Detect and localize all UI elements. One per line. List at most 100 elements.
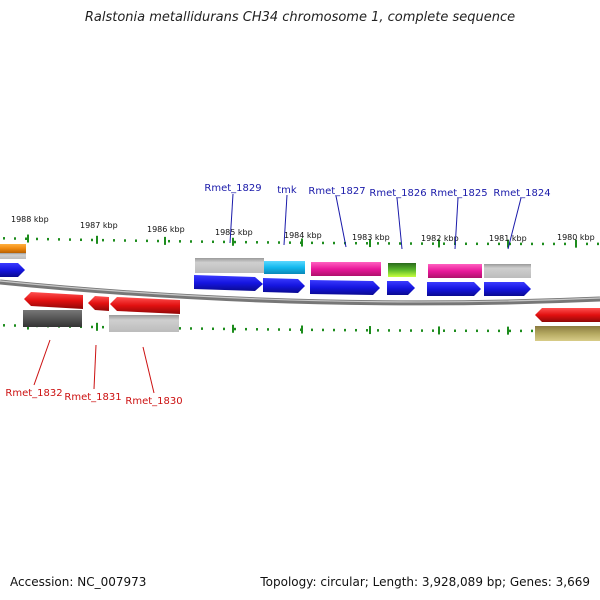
tick-dot	[234, 240, 236, 244]
tick-major	[27, 234, 29, 243]
tick-dot	[201, 327, 203, 330]
tick-dot	[267, 328, 269, 331]
tick-dot	[531, 242, 533, 246]
label-leaders-bottom	[33, 339, 155, 394]
tick-dot	[487, 242, 489, 246]
tick-dot	[322, 241, 324, 245]
tick-dot	[531, 329, 533, 333]
tick-dot	[498, 242, 500, 246]
tick-dot	[432, 329, 434, 332]
gene-feature-darkgray-1832[interactable]	[23, 310, 82, 327]
tick-dot	[58, 238, 60, 241]
gene-feature-pink-1825[interactable]	[428, 264, 482, 278]
gene-label-rmet-1829[interactable]: Rmet_1829	[204, 183, 261, 194]
tick-label-1981: 1981 kbp	[489, 234, 527, 243]
tick-major	[369, 326, 371, 335]
gene-feature-orange[interactable]	[0, 244, 26, 253]
gene-label-rmet-1827[interactable]: Rmet_1827	[308, 186, 365, 197]
tick-dot	[311, 328, 313, 332]
gene-feature-gray-1824[interactable]	[484, 264, 531, 278]
tick-dot	[542, 242, 544, 246]
tick-dot	[410, 329, 412, 332]
tick-dot	[267, 241, 269, 244]
tick-dot	[311, 241, 313, 245]
tick-dot	[465, 242, 467, 246]
tick-labels: 1988 kbp 1987 kbp 1986 kbp 1985 kbp 1984…	[11, 215, 595, 243]
tick-dot	[256, 241, 258, 244]
tick-major	[164, 236, 166, 245]
cds-arrow-rmet-1825[interactable]	[427, 282, 481, 296]
tick-dot	[443, 242, 445, 245]
tick-major	[232, 237, 234, 246]
gene-label-rmet-1825[interactable]: Rmet_1825	[430, 188, 487, 199]
tick-major	[507, 239, 509, 248]
tick-dot	[102, 325, 104, 329]
label-leaders-top	[229, 193, 522, 250]
tick-dot	[3, 324, 5, 327]
tick-dot	[399, 329, 401, 332]
tick-dot	[410, 242, 412, 245]
tick-dot	[454, 329, 456, 332]
tick-major	[369, 239, 371, 248]
cds-arrow-rmet-1831[interactable]	[88, 296, 109, 311]
tick-dot	[179, 327, 181, 330]
tick-dot	[245, 327, 247, 331]
cds-arrow-rmet-1824[interactable]	[484, 282, 531, 296]
tick-dot	[564, 242, 566, 246]
gene-feature-green-1826[interactable]	[388, 263, 416, 277]
tick-dot	[289, 241, 291, 244]
cds-arrow-left-edge[interactable]	[0, 263, 25, 277]
gene-label-rmet-1831[interactable]: Rmet_1831	[64, 392, 121, 403]
gene-label-rmet-1824[interactable]: Rmet_1824	[493, 188, 550, 199]
gene-label-rmet-1830[interactable]: Rmet_1830	[125, 396, 182, 407]
gene-feature-gray-1830[interactable]	[109, 315, 179, 332]
tick-label-1983: 1983 kbp	[352, 233, 390, 242]
gene-feature-cyan-tmk[interactable]	[264, 261, 305, 274]
gene-feature-pink-1827[interactable]	[311, 262, 381, 276]
tick-dot	[14, 237, 16, 240]
tick-dot	[333, 328, 335, 332]
gene-label-rmet-1826[interactable]: Rmet_1826	[369, 188, 426, 199]
map-title: Ralstonia metallidurans CH34 chromosome …	[84, 10, 516, 25]
accession-text: Accession: NC_007973	[10, 575, 147, 589]
cds-arrow-rmet-1829[interactable]	[194, 275, 263, 291]
tick-dot	[278, 241, 280, 244]
tick-major	[507, 326, 509, 335]
tick-label-1984: 1984 kbp	[284, 231, 322, 240]
tick-dot	[443, 329, 445, 332]
tick-major	[301, 238, 303, 247]
forward-strand-cds	[0, 263, 531, 296]
cds-arrow-tmk[interactable]	[263, 278, 305, 293]
tick-dot	[476, 242, 478, 246]
tick-dot	[289, 328, 291, 331]
tick-dot	[157, 239, 159, 243]
tick-major	[438, 326, 440, 335]
gene-label-rmet-1832[interactable]: Rmet_1832	[5, 388, 62, 399]
tick-dot	[355, 241, 357, 245]
gene-labels-bottom: Rmet_1832 Rmet_1831 Rmet_1830	[5, 388, 182, 407]
tick-dot	[168, 239, 170, 243]
tick-dot	[124, 239, 126, 242]
reverse-strand-cds	[24, 292, 600, 322]
tick-label-1986: 1986 kbp	[147, 225, 185, 234]
tick-dot	[344, 328, 346, 332]
cds-arrow-rmet-1832[interactable]	[24, 292, 83, 309]
lower-track	[23, 310, 600, 341]
tick-dot	[388, 329, 390, 332]
gene-label-tmk[interactable]: tmk	[277, 185, 297, 196]
tick-dot	[69, 238, 71, 241]
tick-dot	[333, 241, 335, 245]
gene-feature-gray-1829[interactable]	[195, 258, 264, 273]
cds-arrow-right-edge[interactable]	[535, 308, 600, 322]
cds-arrow-rmet-1826[interactable]	[387, 281, 415, 295]
tick-dot	[432, 242, 434, 245]
gene-feature-gray-left[interactable]	[0, 253, 26, 259]
cds-arrow-rmet-1830[interactable]	[110, 297, 180, 314]
tick-dot	[399, 242, 401, 245]
cds-arrow-rmet-1827[interactable]	[310, 280, 380, 295]
tick-dot	[278, 328, 280, 331]
tick-dot	[212, 327, 214, 331]
tick-major	[96, 235, 98, 244]
gene-feature-olive-right[interactable]	[535, 326, 600, 341]
tick-major	[575, 239, 577, 248]
